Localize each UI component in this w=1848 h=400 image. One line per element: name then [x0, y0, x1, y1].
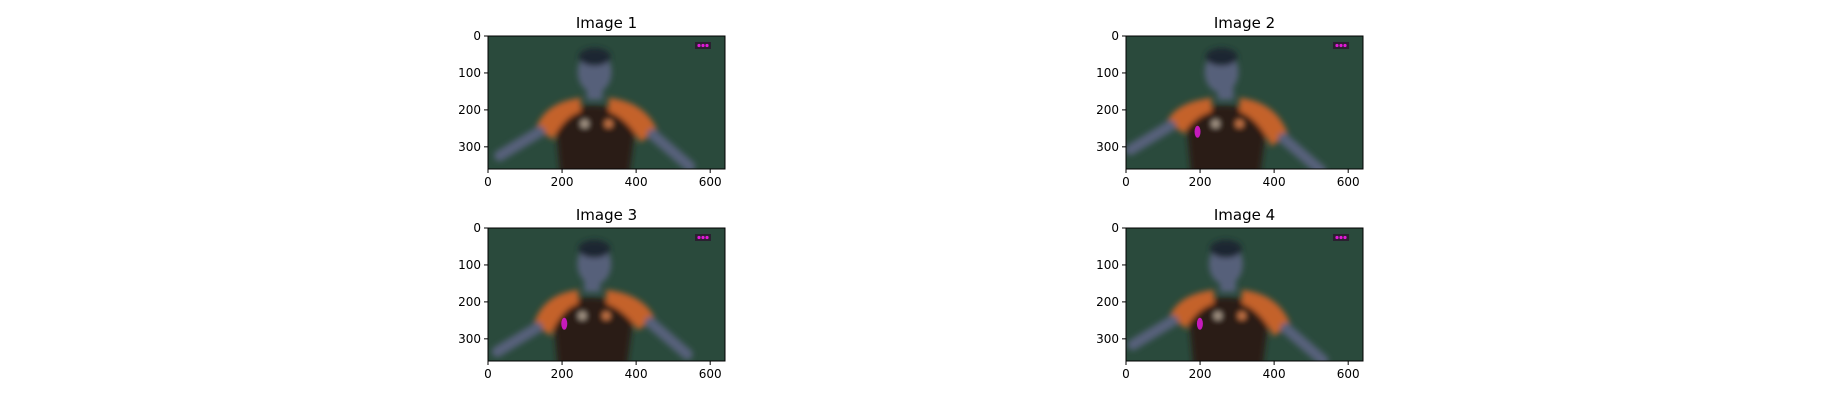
- y-tick-label: 100: [458, 258, 481, 272]
- x-tick-label: 200: [551, 367, 574, 381]
- y-tick-label: 300: [458, 332, 481, 346]
- x-tick-label: 0: [484, 367, 492, 381]
- y-tick-label: 0: [1111, 221, 1119, 235]
- x-tick-label: 600: [1337, 367, 1360, 381]
- x-tick-label: 600: [699, 367, 722, 381]
- hand-marker: [1196, 317, 1203, 330]
- panel-title: Image 2: [1214, 14, 1275, 32]
- football-player-photo: [1126, 228, 1363, 361]
- axes-frame: [1125, 35, 1364, 170]
- y-tick-label: 300: [1096, 332, 1119, 346]
- y-tick-label: 200: [458, 103, 481, 117]
- axes-frame: [1125, 227, 1364, 362]
- hand-marker: [561, 317, 568, 330]
- x-tick-label: 600: [699, 175, 722, 189]
- axes-frame: [487, 35, 726, 170]
- image-panel-4: Image 4 0 200 400 600 0 100 200 300: [1096, 206, 1364, 381]
- x-tick-label: 0: [484, 175, 492, 189]
- y-tick-label: 0: [1111, 29, 1119, 43]
- image-panel-1: Image 1 0 200 400 600 0 100 200 300: [458, 14, 726, 189]
- y-tick-label: 200: [1096, 295, 1119, 309]
- y-tick-label: 100: [458, 66, 481, 80]
- x-tick-label: 400: [625, 175, 648, 189]
- x-tick-label: 200: [1189, 175, 1212, 189]
- y-tick-label: 300: [458, 140, 481, 154]
- x-tick-label: 600: [1337, 175, 1360, 189]
- football-player-photo: [488, 228, 725, 361]
- axes-frame: [487, 227, 726, 362]
- panel-title: Image 4: [1214, 206, 1275, 224]
- y-tick-label: 300: [1096, 140, 1119, 154]
- x-tick-label: 200: [1189, 367, 1212, 381]
- x-tick-label: 0: [1122, 367, 1130, 381]
- image-panel-3: Image 3 0 200 400 600 0 100 200 300: [458, 206, 726, 381]
- x-tick-label: 400: [625, 367, 648, 381]
- y-tick-label: 0: [473, 221, 481, 235]
- image-panel-2: Image 2 0 200 400 600 0 100 200 300: [1096, 14, 1364, 189]
- hand-marker: [1194, 125, 1201, 138]
- y-tick-label: 100: [1096, 258, 1119, 272]
- x-tick-label: 0: [1122, 175, 1130, 189]
- panel-title: Image 3: [576, 206, 637, 224]
- y-tick-label: 0: [473, 29, 481, 43]
- y-tick-label: 200: [1096, 103, 1119, 117]
- football-player-photo: [1126, 36, 1363, 169]
- panel-title: Image 1: [576, 14, 637, 32]
- x-tick-label: 200: [551, 175, 574, 189]
- football-player-photo: [488, 36, 725, 169]
- x-tick-label: 400: [1263, 367, 1286, 381]
- y-tick-label: 200: [458, 295, 481, 309]
- y-tick-label: 100: [1096, 66, 1119, 80]
- x-tick-label: 400: [1263, 175, 1286, 189]
